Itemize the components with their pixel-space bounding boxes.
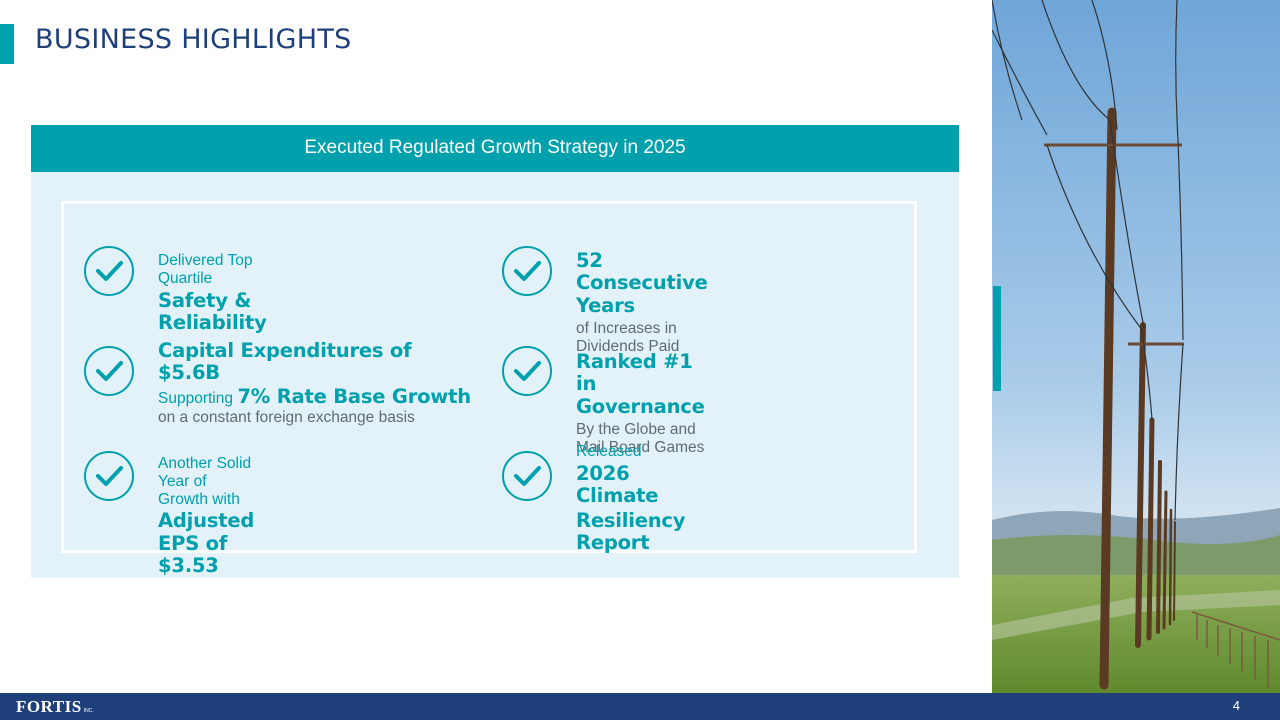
side-accent-bar [993,286,1001,391]
highlight-headline: Ranked #1 in Governance [576,350,705,418]
page-number: 4 [1232,698,1240,713]
check-circle-icon [84,451,134,501]
highlight-pre-text: Another Solid Year of Growth with [158,455,252,508]
highlight-sub-text: of Increases in Dividends Paid [576,320,680,356]
highlight-headline-line2: Resiliency Report [576,508,686,555]
power-lines-photo [992,0,1280,693]
check-circle-icon [502,451,552,501]
highlight-headline: Safety & Reliability [158,288,267,335]
highlights-panel: Executed Regulated Growth Strategy in 20… [31,125,959,578]
check-circle-icon [84,346,134,396]
highlight-sub-prefix: Supporting [158,389,233,407]
highlight-headline: 52 Consecutive Years [576,249,708,317]
check-circle-icon [84,246,134,296]
highlight-pre-text: Delivered Top Quartile [158,252,253,287]
highlight-sub-text: By the Globe and Mail Board Games [576,421,705,457]
highlight-headline: Capital Expenditures of $5.6B [158,339,412,385]
highlights-box: Delivered Top Quartile Safety & Reliabil… [61,201,917,577]
highlight-pre-text: Released [576,443,642,460]
page-title: BUSINESS HIGHLIGHTS [35,24,352,55]
check-circle-icon [502,346,552,396]
fortis-logo: FORTIS INC. [16,697,94,716]
highlight-sub-text: on a constant foreign exchange basis [158,409,415,427]
highlight-sub-bold: 7% Rate Base Growth [237,384,471,408]
highlight-headline-line1: 2026 Climate [576,461,659,508]
panel-banner: Executed Regulated Growth Strategy in 20… [31,125,959,172]
check-circle-icon [502,246,552,296]
logo-suffix: INC. [83,708,94,714]
title-accent-bar [0,24,14,64]
footer-bar: FORTIS INC. 4 [0,693,1280,720]
highlight-headline: Adjusted EPS of $3.53 [158,509,255,578]
logo-text: FORTIS [16,697,82,716]
